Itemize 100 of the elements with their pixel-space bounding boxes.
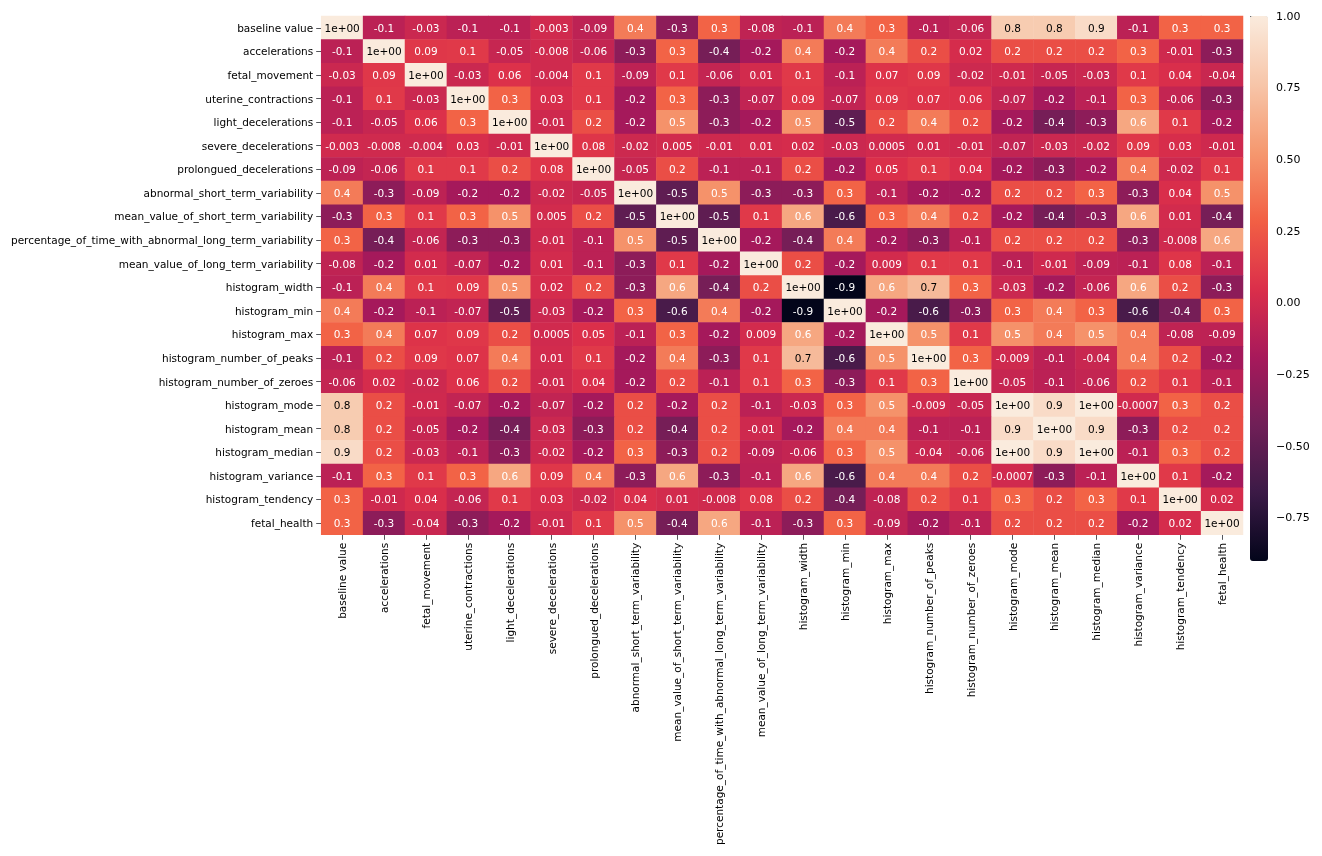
data-label: 0.3 [459, 116, 477, 129]
x-tick-label: histogram_median [1090, 542, 1104, 641]
data-label: -0.2 [667, 399, 688, 412]
data-label: -0.2 [750, 116, 772, 129]
data-label: -0.1 [1128, 257, 1149, 270]
data-label: -0.07 [831, 92, 859, 105]
data-label: -0.2 [1128, 517, 1149, 530]
data-label: -0.3 [1044, 469, 1065, 482]
data-label: -0.3 [709, 351, 730, 364]
y-tick-label: fetal_health [251, 517, 314, 531]
y-tick-label: histogram_mode [224, 399, 314, 413]
y-tick-label: histogram_median [215, 446, 314, 460]
data-label: 0.2 [585, 210, 602, 223]
data-label: -0.04 [1082, 351, 1111, 364]
data-label: 0.06 [958, 92, 983, 105]
data-label: -0.01 [705, 139, 733, 152]
data-label: 0.4 [669, 351, 687, 364]
x-tick-label: accelerations [378, 542, 391, 613]
data-label: -0.3 [918, 234, 939, 247]
data-label: 0.5 [1088, 328, 1105, 341]
data-label: -0.1 [457, 21, 479, 34]
data-label: -0.02 [538, 186, 566, 199]
y-tick-label: histogram_width [225, 281, 314, 295]
data-label: 0.04 [623, 493, 648, 506]
data-label: 0.3 [710, 21, 728, 34]
data-label: 0.1 [669, 68, 686, 81]
data-label: -0.08 [1166, 328, 1194, 341]
data-label: -0.02 [1082, 139, 1110, 152]
data-label: 0.02 [1168, 517, 1192, 530]
data-label: 0.3 [669, 92, 686, 105]
data-label: -0.1 [792, 21, 814, 34]
data-label: 0.1 [1171, 116, 1189, 129]
data-label: 0.09 [456, 328, 480, 341]
data-label: 0.1 [1171, 375, 1189, 388]
data-label: -0.3 [1128, 422, 1149, 435]
data-label: -0.2 [750, 234, 772, 247]
data-label: 0.2 [1088, 234, 1105, 247]
data-label: 0.04 [1168, 186, 1193, 199]
data-label: -0.1 [1086, 469, 1107, 482]
data-label: 0.2 [375, 446, 393, 459]
data-label: -0.4 [834, 493, 856, 506]
data-label: -0.4 [499, 422, 521, 435]
data-label: -0.2 [583, 399, 604, 412]
data-label: 0.6 [794, 469, 812, 482]
data-label: -0.4 [792, 234, 814, 247]
data-label: 0.1 [1171, 469, 1189, 482]
color-bar-label: 0.75 [1276, 81, 1301, 95]
data-label: 0.4 [1046, 304, 1064, 317]
data-label: 0.1 [459, 45, 477, 58]
data-label: 0.009 [746, 328, 777, 341]
data-label: 0.3 [501, 92, 519, 105]
data-label: 0.6 [1129, 116, 1147, 129]
data-label: 0.9 [1004, 422, 1021, 435]
data-label: 1e+00 [533, 139, 570, 152]
data-label: 0.9 [1088, 422, 1105, 435]
data-label: 0.5 [627, 517, 644, 530]
data-label: -0.09 [1208, 328, 1236, 341]
y-tick-label: fetal_movement [227, 68, 314, 82]
data-label: 0.09 [1126, 139, 1150, 152]
data-label: 0.1 [585, 351, 602, 364]
data-label: 0.8 [333, 422, 351, 435]
data-label: -0.03 [998, 281, 1027, 294]
data-label: -0.03 [412, 21, 440, 34]
data-label: 1e+00 [743, 257, 779, 270]
y-tick-label: mean_value_of_long_term_variability [118, 257, 314, 271]
data-label: 0.1 [417, 163, 435, 176]
data-label: -0.2 [1211, 351, 1233, 364]
data-label: 0.09 [875, 92, 899, 105]
data-label: -0.03 [454, 68, 482, 81]
data-label: 0.4 [1129, 351, 1147, 364]
data-label: -0.02 [579, 493, 608, 506]
data-label: 0.01 [414, 257, 438, 270]
data-label: -0.1 [918, 422, 939, 435]
y-tick-label: accelerations [243, 45, 314, 58]
data-label: 0.3 [1088, 493, 1105, 506]
data-label: -0.3 [1086, 116, 1107, 129]
data-label: 0.5 [501, 281, 519, 294]
data-label: -0.07 [538, 399, 566, 412]
data-label: 0.1 [920, 257, 938, 270]
data-label: 0.3 [920, 375, 938, 388]
data-label: -0.05 [1040, 68, 1069, 81]
data-label: -0.2 [499, 186, 520, 199]
data-label: 0.2 [1046, 493, 1063, 506]
data-label: 0.2 [752, 281, 770, 294]
data-label: -0.02 [1166, 163, 1194, 176]
data-label: 0.3 [1213, 304, 1231, 317]
data-label: 0.08 [539, 163, 564, 176]
data-label: -0.1 [750, 163, 772, 176]
data-label: 0.5 [878, 446, 896, 459]
data-label: -0.9 [834, 281, 856, 294]
data-label: -0.2 [918, 517, 939, 530]
data-label: 0.005 [662, 139, 693, 152]
data-label: -0.09 [873, 517, 901, 530]
data-label: -0.0007 [1117, 399, 1159, 412]
data-label: -0.1 [750, 469, 772, 482]
data-label: 0.07 [917, 92, 941, 105]
data-label: 0.8 [1004, 21, 1021, 34]
data-label: 0.03 [456, 139, 480, 152]
data-label: -0.004 [409, 139, 444, 152]
data-label: 1e+00 [701, 234, 737, 247]
